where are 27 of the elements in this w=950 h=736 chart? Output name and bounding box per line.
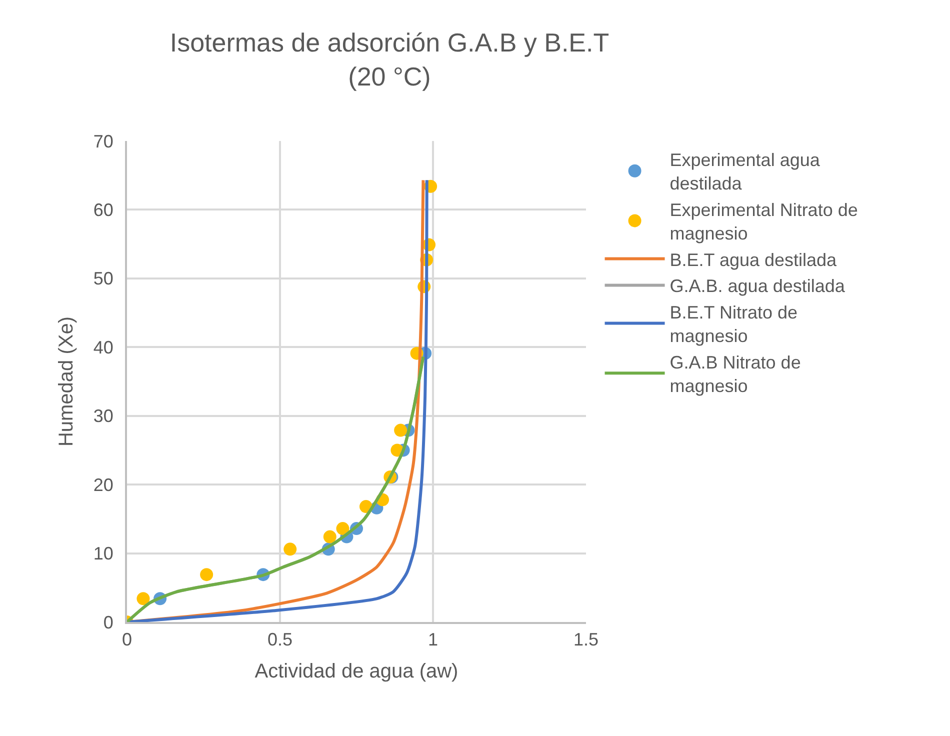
y-tick-label: 50 bbox=[93, 268, 114, 289]
legend-label: B.E.T agua destilada bbox=[670, 250, 838, 270]
y-tick-label: 0 bbox=[103, 612, 114, 632]
x-tick-label: 0.5 bbox=[267, 630, 293, 650]
point bbox=[394, 424, 408, 437]
legend-label: G.A.B. agua destilada bbox=[670, 276, 846, 296]
point bbox=[136, 592, 150, 606]
legend-label: Experimental agua destilada bbox=[670, 150, 821, 194]
legend-label: G.A.B Nitrato de magnesio bbox=[670, 352, 801, 396]
y-tick-label: 10 bbox=[93, 544, 114, 564]
y-tick-label: 20 bbox=[93, 474, 114, 495]
x-tick-label: 1 bbox=[428, 630, 438, 650]
point bbox=[336, 522, 350, 536]
x-tick-label: 0 bbox=[122, 630, 132, 650]
point bbox=[323, 530, 336, 544]
y-tick-label: 30 bbox=[93, 406, 114, 426]
y-axis-title: Humedad (Xe) bbox=[55, 316, 78, 447]
legend-label: Experimental Nitrato de magnesio bbox=[670, 200, 858, 244]
chart-title: Isotermas de adsorción G.A.B y B.E.T (20 °C) bbox=[170, 28, 610, 92]
y-tick-label: 40 bbox=[93, 337, 114, 358]
x-axis-title: Actividad de agua (aw) bbox=[254, 660, 458, 683]
point bbox=[284, 542, 297, 556]
y-tick-label: 60 bbox=[93, 200, 114, 220]
point bbox=[200, 568, 214, 582]
y-tick-label: 70 bbox=[93, 131, 114, 152]
legend-label: B.E.T Nitrato de magnesio bbox=[670, 302, 798, 346]
x-tick-label: 1.5 bbox=[573, 630, 599, 650]
